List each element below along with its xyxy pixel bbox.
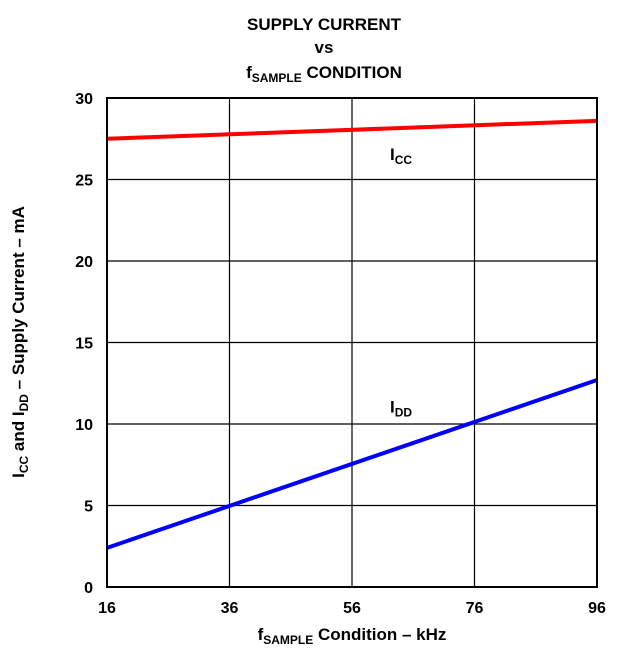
y-tick-label: 30 <box>75 91 93 108</box>
series-label-icc: ICC <box>390 145 412 167</box>
series-line-icc <box>106 118 598 141</box>
y-tick-label: 15 <box>75 336 93 353</box>
y-tick-label: 25 <box>75 173 93 190</box>
series-labels: ICC IDD <box>390 145 412 420</box>
series-line-idd <box>106 378 598 550</box>
y-tick-label: 5 <box>84 499 93 516</box>
x-axis-label-f: f <box>258 625 264 644</box>
x-tick-label: 96 <box>588 600 606 617</box>
series-label-idd: IDD <box>390 398 412 420</box>
x-axis-label-sub: SAMPLE <box>263 633 313 647</box>
y-axis-label-and-idd: and I <box>9 411 28 455</box>
x-axis-label: fSAMPLE Condition – kHz <box>258 625 447 647</box>
x-tick-label: 76 <box>466 600 484 617</box>
y-tick-labels: 0 5 10 15 20 25 30 <box>75 91 93 597</box>
x-tick-labels: 16 36 56 76 96 <box>98 600 606 617</box>
chart-title-f: f <box>246 63 252 82</box>
x-tick-label: 16 <box>98 600 116 617</box>
chart-title-line3: fSAMPLE CONDITION <box>246 63 402 85</box>
chart-title-line1: SUPPLY CURRENT <box>247 15 402 34</box>
y-axis-label-icc-sub: CC <box>17 456 31 474</box>
y-tick-label: 20 <box>75 254 93 271</box>
x-axis-label-rest: Condition – kHz <box>313 625 446 644</box>
chart-title-condition: CONDITION <box>302 63 402 82</box>
x-tick-label: 36 <box>221 600 239 617</box>
y-tick-label: 10 <box>75 417 93 434</box>
data-series <box>106 118 598 550</box>
y-axis-label-rest: – Supply Current – mA <box>9 206 28 394</box>
y-axis-label-icc-i: I <box>9 473 28 478</box>
y-axis-label: ICC and IDD – Supply Current – mA <box>9 206 31 478</box>
plot-border <box>106 97 598 588</box>
y-axis-label-idd-sub: DD <box>17 394 31 412</box>
y-tick-label: 0 <box>84 580 93 597</box>
chart-title-sub: SAMPLE <box>252 71 302 85</box>
x-tick-label: 56 <box>343 600 361 617</box>
chart-title-line2: vs <box>315 38 334 57</box>
